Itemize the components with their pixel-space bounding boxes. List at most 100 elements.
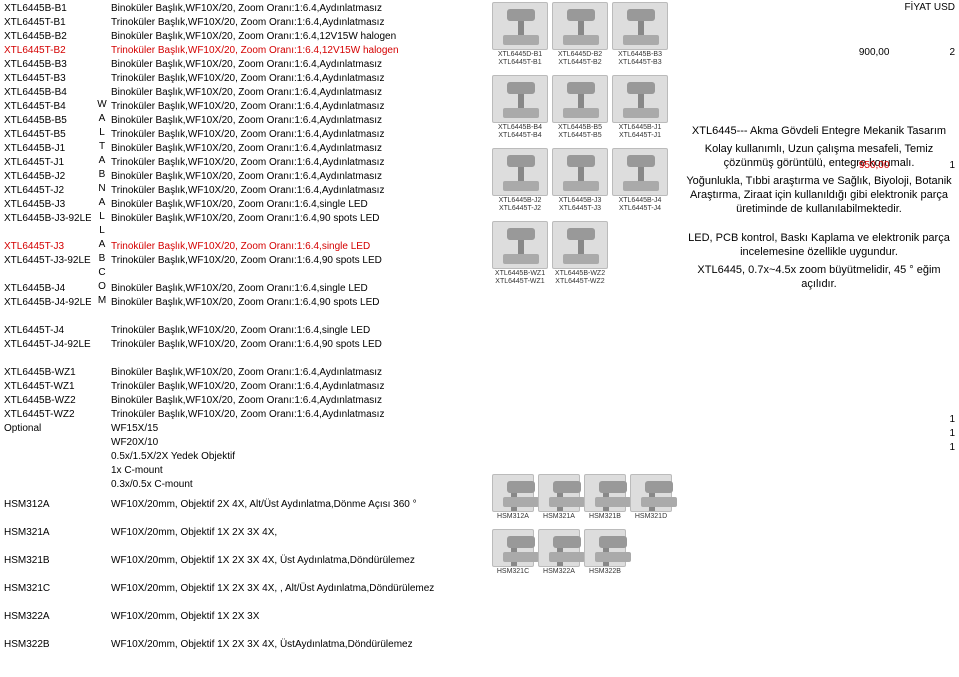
vertical-letter: A (95, 238, 109, 252)
product-code: XTL6445B-J4-92LED (4, 296, 91, 324)
optional-line: WF15X/15 (111, 422, 487, 436)
description-text: Trinoküler Başlık,WF10X/20, Zoom Oranı:1… (111, 254, 487, 282)
price-qty-1: 2 (949, 47, 955, 58)
product-code: XTL6445B-J3 (4, 198, 91, 212)
hsm-description: WF10X/20mm, Objektif 1X 2X 3X 4X, ÜstAyd… (111, 638, 487, 666)
vertical-letter: B (95, 168, 109, 182)
hsm-description: WF10X/20mm, Objektif 1X 2X 3X 4X, Üst Ay… (111, 554, 487, 582)
microscope-thumbnail: XTL6445B-WZ2XTL6445T-WZ2 (551, 221, 609, 286)
description-text: Trinoküler Başlık,WF10X/20, Zoom Oranı:1… (111, 380, 487, 394)
thumbnail-label: XTL6445B-J4 (611, 197, 669, 205)
thumbnail-label: XTL6445B-B3 (611, 51, 669, 59)
description-text: Binoküler Başlık,WF10X/20, Zoom Oranı:1:… (111, 86, 487, 100)
microscope-thumbnail: XTL6445B-B5XTL6445T-B5 (551, 75, 609, 140)
hsm-thumbnail-row: HSM321CHSM322AHSM322B (491, 529, 677, 576)
description-text: Trinoküler Başlık,WF10X/20, Zoom Oranı:1… (111, 72, 487, 86)
thumbnail-label: XTL6445D-B2 (551, 51, 609, 59)
thumbnail-label: XTL6445T-B3 (611, 59, 669, 67)
hsm-code: HSM321C (4, 582, 91, 610)
vertical-letter: M (95, 294, 109, 308)
hsm-code: HSM321B (4, 554, 91, 582)
right-text-5: XTL6445, 0.7x~4.5x zoom büyütmelidir, 45… (683, 263, 955, 291)
thumbnail-label: XTL6445T-J2 (491, 205, 549, 213)
description-text: Binoküler Başlık,WF10X/20, Zoom Oranı:1:… (111, 296, 487, 324)
product-code: XTL6445T-WZ1 (4, 380, 91, 394)
hsm-thumbnail: HSM312A (491, 474, 535, 521)
product-code: XTL6445T-B3 (4, 72, 91, 86)
right-info-column: FİYAT USD 900,00 2 XTL6445--- Akma Gövde… (679, 0, 959, 677)
product-code-column: XTL6445B-B1XTL6445T-B1XTL6445B-B2XTL6445… (0, 0, 95, 677)
description-text: Binoküler Başlık,WF10X/20, Zoom Oranı:1:… (111, 198, 487, 212)
microscope-thumbnail: XTL6445D-B2XTL6445T-B2 (551, 2, 609, 67)
microscope-thumbnail: XTL6445B-J1XTL6445T-J1 (611, 75, 669, 140)
vertical-letter: L (95, 224, 109, 238)
price-qty-3: 1 (949, 414, 955, 425)
thumbnail-label: HSM321A (537, 513, 581, 521)
right-text-4: LED, PCB kontrol, Baskı Kaplama ve elekt… (683, 231, 955, 259)
product-code: XTL6445B-J4 (4, 282, 91, 296)
product-code: XTL6445B-B1 (4, 2, 91, 16)
hsm-thumbnail: HSM321B (583, 474, 627, 521)
page-layout: XTL6445B-B1XTL6445T-B1XTL6445B-B2XTL6445… (0, 0, 959, 677)
microscope-thumbnail: XTL6445B-WZ1XTL6445T-WZ1 (491, 221, 549, 286)
thumbnail-label: HSM321D (629, 513, 673, 521)
thumbnail-row: XTL6445D-B1XTL6445T-B1XTL6445D-B2XTL6445… (491, 2, 677, 67)
thumbnail-row: XTL6445B-J2XTL6445T-J2XTL6445B-J3XTL6445… (491, 148, 677, 213)
thumbnail-label: XTL6445T-J4 (611, 205, 669, 213)
image-thumbnail-column: XTL6445D-B1XTL6445T-B1XTL6445D-B2XTL6445… (489, 0, 679, 677)
product-code: XTL6445T-J4 (4, 324, 91, 338)
thumbnail-label: XTL6445T-B4 (491, 132, 549, 140)
product-code: XTL6445B-WZ2 (4, 394, 91, 408)
product-code: XTL6445T-J1 (4, 156, 91, 170)
thumbnail-label: HSM322B (583, 568, 627, 576)
product-code: XTL6445B-J1 (4, 142, 91, 156)
thumbnail-label: XTL6445B-B5 (551, 124, 609, 132)
microscope-thumbnail: XTL6445D-B1XTL6445T-B1 (491, 2, 549, 67)
hsm-thumbnail: HSM322B (583, 529, 627, 576)
thumbnail-label: XTL6445B-WZ2 (551, 270, 609, 278)
hsm-description: WF10X/20mm, Objektif 1X 2X 3X (111, 610, 487, 638)
vertical-letter: W (95, 98, 109, 112)
description-text: Trinoküler Başlık,WF10X/20, Zoom Oranı:1… (111, 44, 487, 58)
hsm-thumbnail-row: HSM312AHSM321AHSM321BHSM321D (491, 474, 677, 521)
description-text: Binoküler Başlık,WF10X/20, Zoom Oranı:1:… (111, 212, 487, 240)
hsm-description: WF10X/20mm, Objektif 1X 2X 3X 4X, , Alt/… (111, 582, 487, 610)
description-text: Binoküler Başlık,WF10X/20, Zoom Oranı:1:… (111, 282, 487, 296)
vertical-letter: C (95, 266, 109, 280)
product-code: XTL6445B-B2 (4, 30, 91, 44)
optional-line: WF20X/10 (111, 436, 487, 450)
price-value-1: 900,00 (859, 47, 890, 58)
vertical-letter: T (95, 140, 109, 154)
description-column: Binoküler Başlık,WF10X/20, Zoom Oranı:1:… (109, 0, 489, 677)
product-code: XTL6445T-B5 (4, 128, 91, 142)
thumbnail-label: HSM312A (491, 513, 535, 521)
thumbnail-label: XTL6445T-B5 (551, 132, 609, 140)
product-code: XTL6445T-B4 (4, 100, 91, 114)
vertical-letter: A (95, 196, 109, 210)
product-code: XTL6445B-B4 (4, 86, 91, 100)
price-qty-4: 1 (949, 428, 955, 439)
thumbnail-label: XTL6445B-B4 (491, 124, 549, 132)
product-code: XTL6445T-J3-92LED (4, 254, 91, 282)
hsm-description: WF10X/20mm, Objektif 2X 4X, Alt/Üst Aydı… (111, 498, 487, 526)
thumbnail-label: HSM322A (537, 568, 581, 576)
hsm-description: WF10X/20mm, Objektif 1X 2X 3X 4X, (111, 526, 487, 554)
product-code: XTL6445T-J3 (4, 240, 91, 254)
description-text: Binoküler Başlık,WF10X/20, Zoom Oranı:1:… (111, 30, 487, 44)
product-code: XTL6445T-B2 (4, 44, 91, 58)
price-header-row: FİYAT USD (683, 2, 955, 13)
microscope-thumbnail: XTL6445B-J2XTL6445T-J2 (491, 148, 549, 213)
description-text: Trinoküler Başlık,WF10X/20, Zoom Oranı:1… (111, 240, 487, 254)
description-text: Binoküler Başlık,WF10X/20, Zoom Oranı:1:… (111, 142, 487, 156)
description-text: Trinoküler Başlık,WF10X/20, Zoom Oranı:1… (111, 156, 487, 170)
microscope-thumbnail: XTL6445B-J3XTL6445T-J3 (551, 148, 609, 213)
product-code: XTL6445T-B1 (4, 16, 91, 30)
vertical-letter: L (95, 210, 109, 224)
hsm-thumbnail: HSM322A (537, 529, 581, 576)
product-code: XTL6445B-J2 (4, 170, 91, 184)
price-qty-2: 1 (949, 160, 955, 171)
description-text: Binoküler Başlık,WF10X/20, Zoom Oranı:1:… (111, 58, 487, 72)
product-code: XTL6445T-WZ2 (4, 408, 91, 422)
thumbnail-row: XTL6445B-WZ1XTL6445T-WZ1XTL6445B-WZ2XTL6… (491, 221, 677, 286)
price-row-2: 950,00 1 (683, 160, 955, 171)
